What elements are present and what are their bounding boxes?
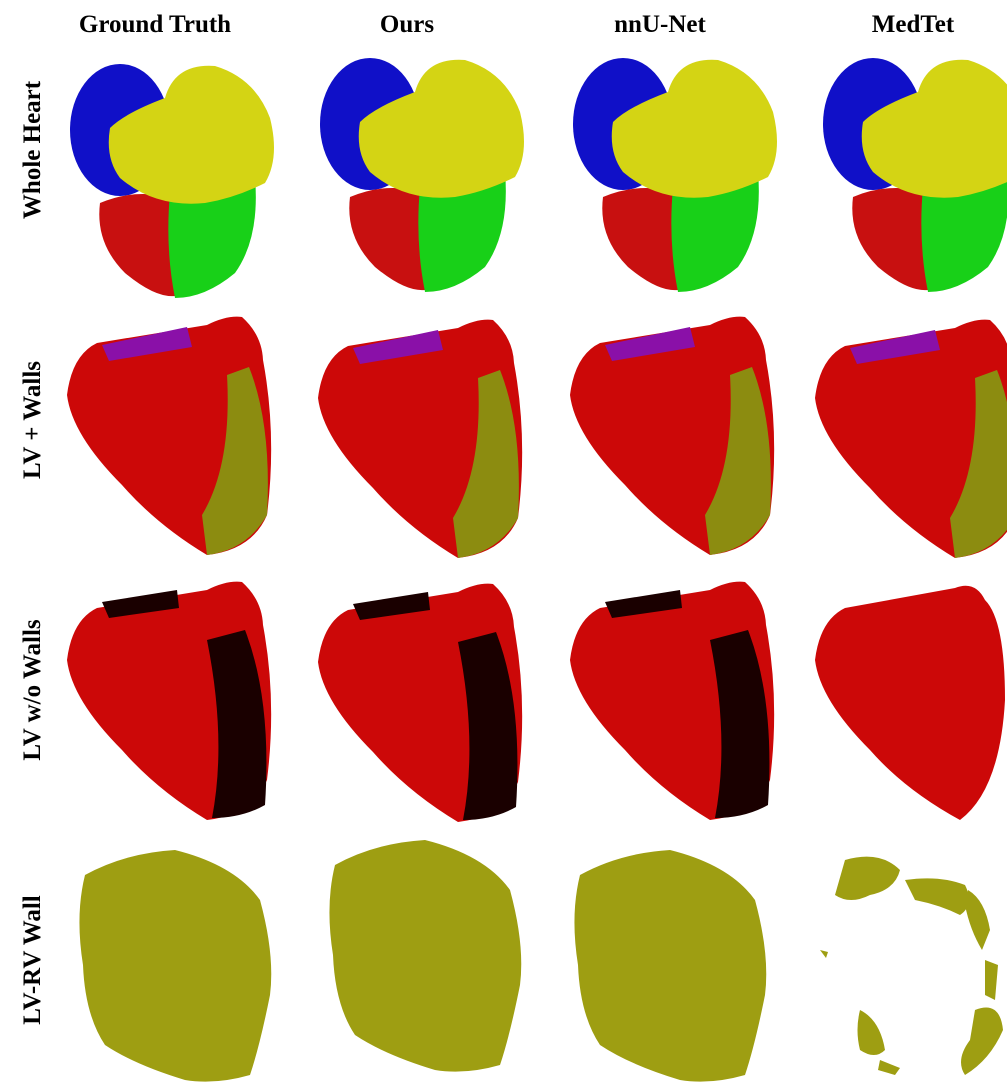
rendering-fragments bbox=[820, 857, 1003, 1075]
figure: Ground Truth Ours nnU-Net MedTet Whole H… bbox=[0, 0, 1007, 1089]
rendering bbox=[818, 52, 1007, 292]
rendering bbox=[570, 582, 774, 820]
rendering bbox=[815, 586, 1005, 820]
rendering bbox=[318, 320, 522, 558]
row-label: LV-RV Wall bbox=[19, 895, 46, 1025]
column-header: MedTet bbox=[872, 11, 955, 38]
rendering bbox=[65, 58, 274, 298]
rendering bbox=[67, 317, 271, 555]
rendering bbox=[67, 582, 271, 820]
rendering bbox=[568, 52, 777, 292]
column-header: Ours bbox=[380, 11, 434, 38]
renderings bbox=[65, 52, 1007, 1082]
column-header: Ground Truth bbox=[79, 11, 231, 38]
rendering bbox=[318, 584, 522, 822]
rendering bbox=[570, 317, 774, 555]
column-header: nnU-Net bbox=[614, 11, 706, 38]
row-label: LV w/o Walls bbox=[19, 619, 46, 761]
row-label: Whole Heart bbox=[19, 80, 46, 219]
rendering bbox=[315, 52, 524, 292]
rendering bbox=[329, 840, 521, 1072]
row-label: LV + Walls bbox=[19, 361, 46, 479]
rendering bbox=[79, 850, 271, 1082]
rendering bbox=[574, 850, 766, 1082]
rendering bbox=[815, 320, 1007, 558]
